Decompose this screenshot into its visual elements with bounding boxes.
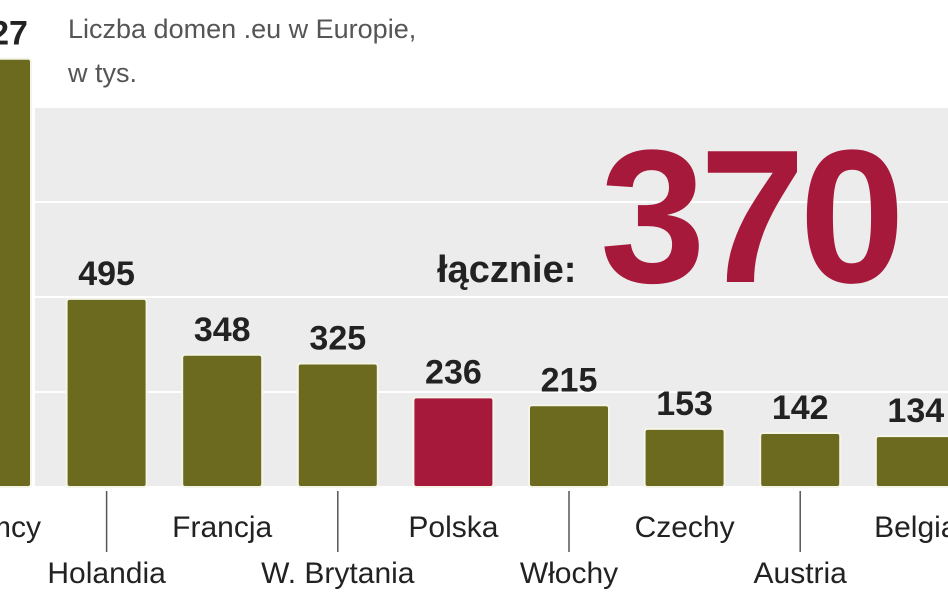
value-label: 1127 [0,15,28,53]
chart-title: w tys. [67,58,137,88]
bar [874,435,948,488]
bar [412,396,495,489]
bar [0,57,32,488]
value-label: 215 [541,361,598,399]
value-label: 142 [772,389,829,427]
x-tick-label: Włochy [520,557,618,590]
x-tick-label: W. Brytania [261,557,415,590]
x-tick-label: Polska [408,511,498,544]
x-tick-label: Holandia [47,557,166,590]
bar [296,362,379,488]
bar [181,353,264,489]
value-label: 153 [656,385,713,423]
x-tick-label: Belgia [874,511,948,544]
value-label: 495 [78,255,135,293]
value-label: 134 [887,392,944,430]
bar [528,404,610,488]
value-label: 325 [309,320,366,358]
x-tick-label: Francja [172,511,272,544]
value-label: 348 [194,311,251,349]
x-tick-label: Czechy [635,511,735,544]
bar [759,432,842,489]
annotation-value: 370 [600,111,899,323]
x-tick-label: Austria [754,557,848,590]
chart-title: Liczba domen .eu w Europie, [68,14,416,44]
x-tick-label: Niemcy [0,511,41,544]
bar [65,297,148,488]
annotation-label: łącznie: [437,249,576,291]
value-label: 236 [425,353,482,391]
bar [643,427,726,488]
